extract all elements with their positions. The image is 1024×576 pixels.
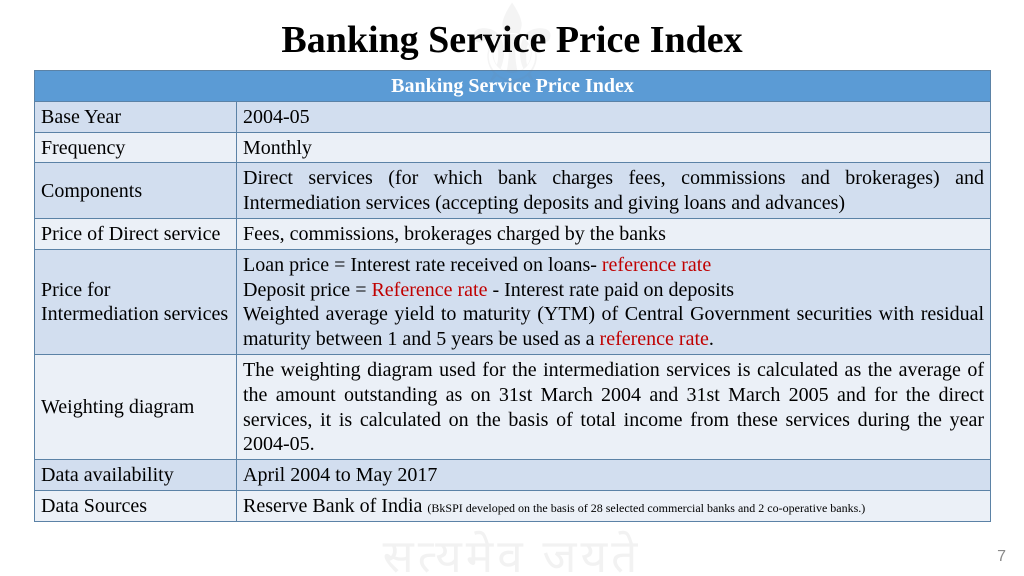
bspi-table: Banking Service Price IndexBase Year2004… — [34, 70, 991, 522]
row-value: Direct services (for which bank charges … — [237, 163, 991, 219]
reference-rate-text: Reference rate — [371, 279, 487, 301]
row-value: Monthly — [237, 132, 991, 163]
table-row: Base Year2004-05 — [35, 101, 991, 132]
page-number: 7 — [997, 548, 1006, 566]
row-label: Weighting diagram — [35, 354, 237, 459]
row-label: Data availability — [35, 460, 237, 491]
table-row: ComponentsDirect services (for which ban… — [35, 163, 991, 219]
reference-rate-text: reference rate — [600, 328, 709, 350]
watermark-text: सत्यमेव जयते — [383, 524, 642, 576]
reference-rate-text: reference rate — [602, 254, 711, 276]
table-row: Data availabilityApril 2004 to May 2017 — [35, 460, 991, 491]
table-row: FrequencyMonthly — [35, 132, 991, 163]
row-label: Price for Intermediation services — [35, 249, 237, 354]
row-value: Fees, commissions, brokerages charged by… — [237, 218, 991, 249]
page-title: Banking Service Price Index — [34, 18, 990, 62]
row-label: Frequency — [35, 132, 237, 163]
table-row: Price for Intermediation services Loan pr… — [35, 249, 991, 354]
slide: ⚜ सत्यमेव जयते Banking Service Price Ind… — [0, 0, 1024, 576]
value-text: . — [709, 328, 714, 350]
value-text: Loan price = Interest rate received on l… — [243, 254, 602, 276]
row-label: Price of Direct service — [35, 218, 237, 249]
table-row: Weighting diagramThe weighting diagram u… — [35, 354, 991, 459]
row-label: Base Year — [35, 101, 237, 132]
table-header-row: Banking Service Price Index — [35, 71, 991, 102]
value-text: Deposit price = — [243, 279, 371, 301]
row-value: Loan price = Interest rate received on l… — [237, 249, 991, 354]
row-value: The weighting diagram used for the inter… — [237, 354, 991, 459]
value-text: - Interest rate paid on deposits — [487, 279, 734, 301]
value-text: Reserve Bank of India — [243, 495, 427, 517]
table-row: Price of Direct service Fees, commission… — [35, 218, 991, 249]
row-value: Reserve Bank of India (BkSPI developed o… — [237, 490, 991, 521]
row-label: Components — [35, 163, 237, 219]
row-value: 2004-05 — [237, 101, 991, 132]
table-header-cell: Banking Service Price Index — [35, 71, 991, 102]
row-value: April 2004 to May 2017 — [237, 460, 991, 491]
table-row: Data SourcesReserve Bank of India (BkSPI… — [35, 490, 991, 521]
footnote-text: (BkSPI developed on the basis of 28 sele… — [427, 501, 865, 515]
row-label: Data Sources — [35, 490, 237, 521]
